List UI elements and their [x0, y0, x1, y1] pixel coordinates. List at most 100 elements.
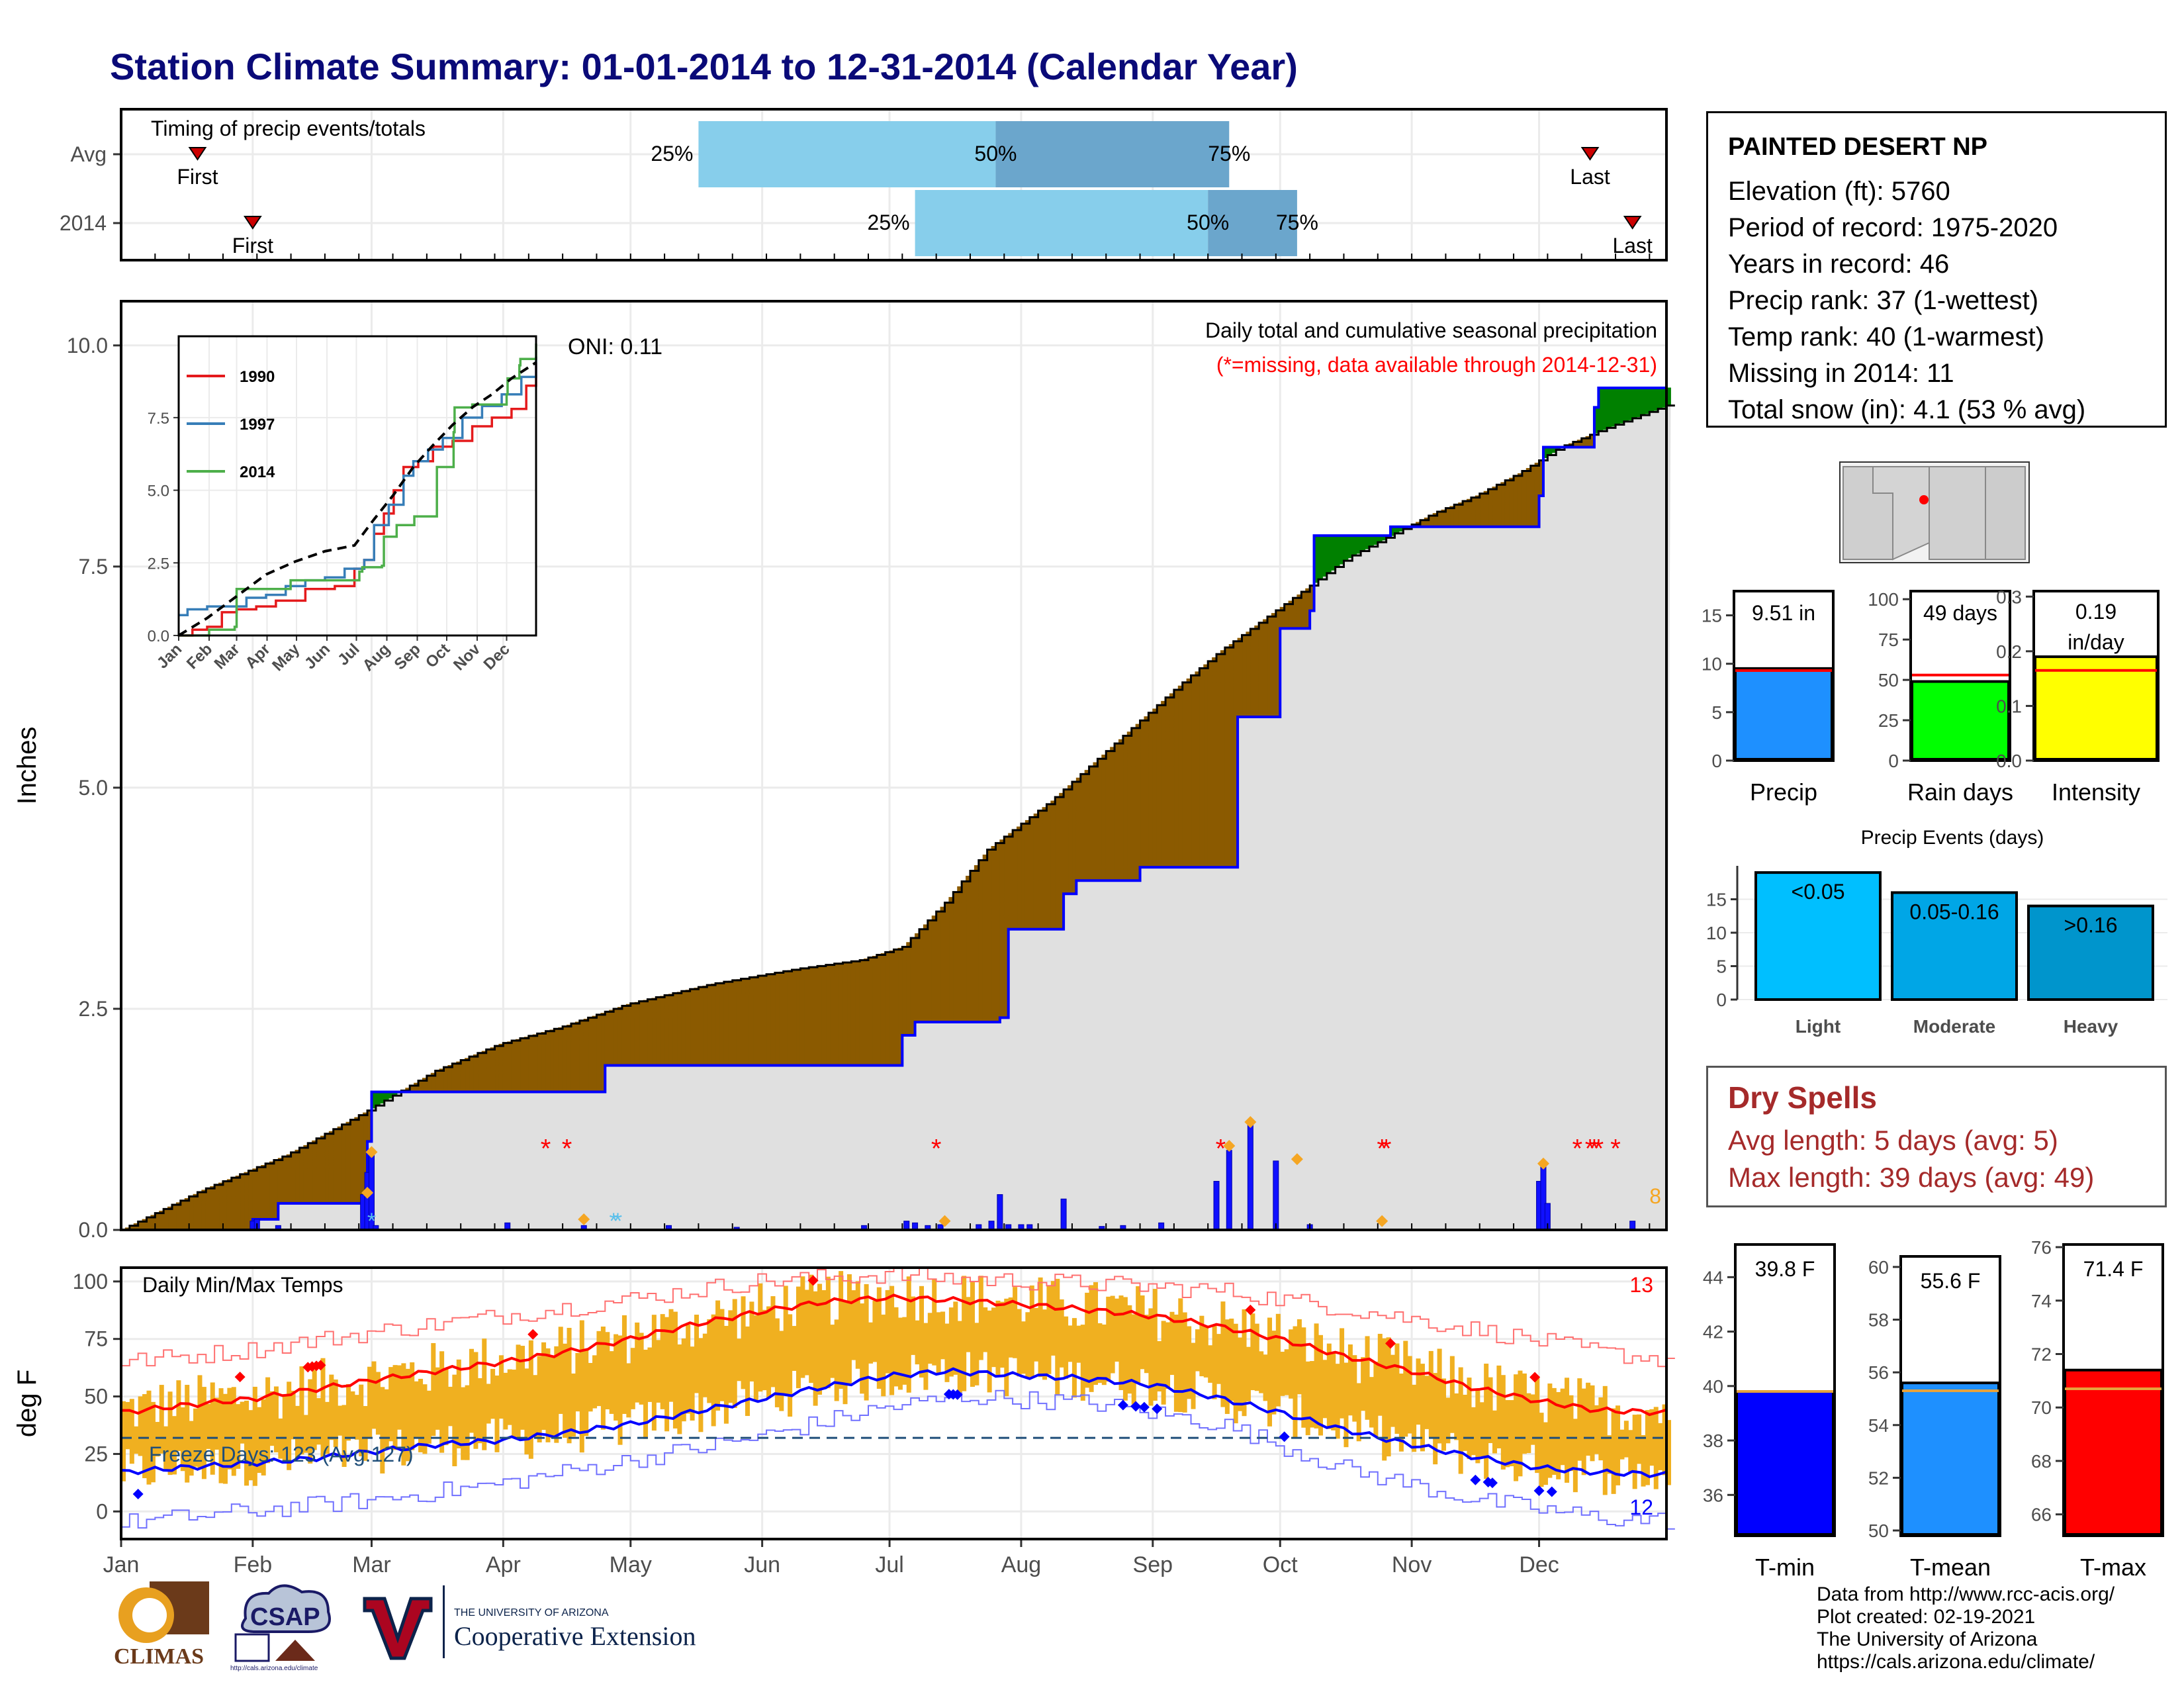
psum-precip-ytick-label: 15: [1702, 606, 1722, 626]
daily-temp-bar: [520, 1346, 525, 1430]
daily-temp-bar: [1085, 1292, 1090, 1388]
daily-temp-bar: [129, 1399, 134, 1464]
psum-rain-days-ytick-label: 100: [1868, 589, 1899, 610]
precip-corner-count: 8: [1649, 1184, 1661, 1208]
daily-temp-bar: [1259, 1351, 1264, 1393]
daily-temp-bar: [273, 1386, 279, 1453]
daily-temp-bar: [1208, 1345, 1213, 1383]
timing-q25-label: 25%: [651, 142, 693, 165]
daily-temp-bar: [1008, 1297, 1013, 1358]
tsum-t-mean-ytick-label: 50: [1868, 1521, 1889, 1541]
daily-temp-bar: [830, 1325, 835, 1378]
daily-precip-bar: [1226, 1150, 1232, 1231]
daily-temp-bar: [1500, 1375, 1506, 1470]
daily-temp-bar: [1216, 1334, 1222, 1384]
station-name: PAINTED DESERT NP: [1728, 133, 1988, 161]
daily-temp-bar: [384, 1389, 389, 1449]
daily-temp-bar: [1581, 1388, 1586, 1476]
events-category-label: Heavy: [2064, 1016, 2118, 1037]
daily-temp-bar: [792, 1326, 797, 1371]
daily-temp-bar: [1242, 1309, 1247, 1417]
temp-ytick-label: 0: [96, 1499, 108, 1523]
daily-temp-bar: [171, 1416, 177, 1475]
daily-temp-bar: [1458, 1367, 1463, 1474]
temp-xtick-label: Sep: [1133, 1552, 1173, 1577]
logo-strip: CLIMAS CSAP http://cals.arizona.edu/clim…: [110, 1579, 745, 1672]
daily-temp-bar: [948, 1307, 954, 1377]
temp-xtick-label: Mar: [352, 1552, 391, 1577]
daily-temp-bar: [176, 1380, 181, 1452]
daily-temp-bar: [651, 1315, 657, 1431]
daily-temp-bar: [995, 1300, 1001, 1377]
daily-temp-bar: [1034, 1307, 1039, 1362]
daily-temp-bar: [567, 1327, 572, 1444]
record-high-marker: [1245, 1304, 1256, 1315]
daily-temp-bar: [257, 1407, 262, 1474]
daily-temp-bar: [375, 1372, 381, 1435]
station-info-box: PAINTED DESERT NP Elevation (ft): 5760 P…: [1706, 111, 2167, 428]
inset-series-1997: [179, 356, 537, 617]
daily-temp-bar: [558, 1327, 563, 1414]
missing-day-marker: *: [1585, 1134, 1596, 1163]
daily-temp-bar: [1182, 1312, 1187, 1413]
daily-temp-bar: [1356, 1383, 1361, 1442]
daily-temp-bar: [380, 1387, 385, 1474]
daily-temp-bar: [906, 1276, 911, 1393]
daily-temp-bar: [885, 1289, 890, 1374]
daily-temp-bar: [265, 1377, 271, 1464]
daily-temp-bar: [1433, 1373, 1438, 1465]
daily-temp-bar: [753, 1315, 758, 1402]
dry-spells-heading: Dry Spells: [1728, 1080, 1877, 1115]
temp-xtick-label: Jul: [875, 1552, 903, 1577]
daily-temp-bar: [1496, 1365, 1502, 1448]
daily-temp-bar: [681, 1338, 686, 1422]
daily-temp-bar: [1136, 1286, 1141, 1383]
snow-day-marker: *: [614, 1209, 622, 1234]
daily-temp-bar: [240, 1401, 245, 1444]
daily-temp-bar: [621, 1315, 627, 1414]
record-high-marker: [807, 1275, 819, 1286]
daily-temp-bar: [1110, 1295, 1115, 1374]
daily-temp-bar: [320, 1358, 326, 1458]
precip-ytick-label: 2.5: [79, 997, 108, 1021]
record-high-marker: [527, 1329, 539, 1340]
daily-temp-bar: [350, 1391, 355, 1438]
daily-temp-bar: [1224, 1319, 1230, 1415]
daily-temp-bar: [138, 1396, 143, 1456]
daily-temp-bar: [588, 1362, 593, 1412]
daily-temp-bar: [889, 1286, 895, 1395]
tsum-value-label: 71.4 F: [2083, 1257, 2144, 1281]
daily-temp-bar: [1238, 1337, 1243, 1411]
daily-temp-bar: [291, 1390, 296, 1440]
daily-temp-bar: [341, 1405, 347, 1468]
daily-temp-bar: [664, 1317, 670, 1432]
daily-temp-bar: [966, 1297, 971, 1352]
daily-temp-bar: [410, 1362, 415, 1450]
record-high-marker: [1529, 1372, 1541, 1383]
daily-temp-bar: [303, 1415, 308, 1453]
daily-temp-bar: [1038, 1277, 1043, 1378]
temp-ytick-label: 25: [84, 1442, 108, 1466]
psum-intensity-ytick-label: 0.1: [1996, 696, 2022, 716]
tsum-t-mean-ytick-label: 54: [1868, 1415, 1889, 1436]
daily-temp-bar: [1623, 1421, 1629, 1458]
record-low-marker: [1533, 1485, 1545, 1497]
daily-temp-bar: [1297, 1319, 1302, 1395]
daily-temp-bar: [537, 1356, 542, 1442]
record-low-marker: [1546, 1486, 1557, 1497]
inset-frame: [177, 335, 537, 637]
psum-rain-days-ytick-label: 0: [1888, 751, 1899, 771]
tsum-t-mean-ytick-label: 56: [1868, 1362, 1889, 1383]
psum-value-label: 49 days: [1923, 601, 1997, 625]
daily-temp-bar: [563, 1343, 568, 1438]
daily-temp-bar: [401, 1363, 406, 1466]
record-high-marker: [315, 1360, 326, 1371]
tsum-t-max-ytick-label: 72: [2031, 1344, 2052, 1365]
daily-temp-bar: [1662, 1404, 1667, 1476]
timing-q50-label: 50%: [974, 142, 1017, 165]
daily-temp-bar: [1463, 1394, 1468, 1451]
daily-temp-bar: [1445, 1397, 1451, 1444]
daily-temp-bar: [868, 1322, 874, 1364]
timing-title: Timing of precip events/totals: [151, 117, 426, 140]
events-category-label: Moderate: [1913, 1016, 1995, 1037]
